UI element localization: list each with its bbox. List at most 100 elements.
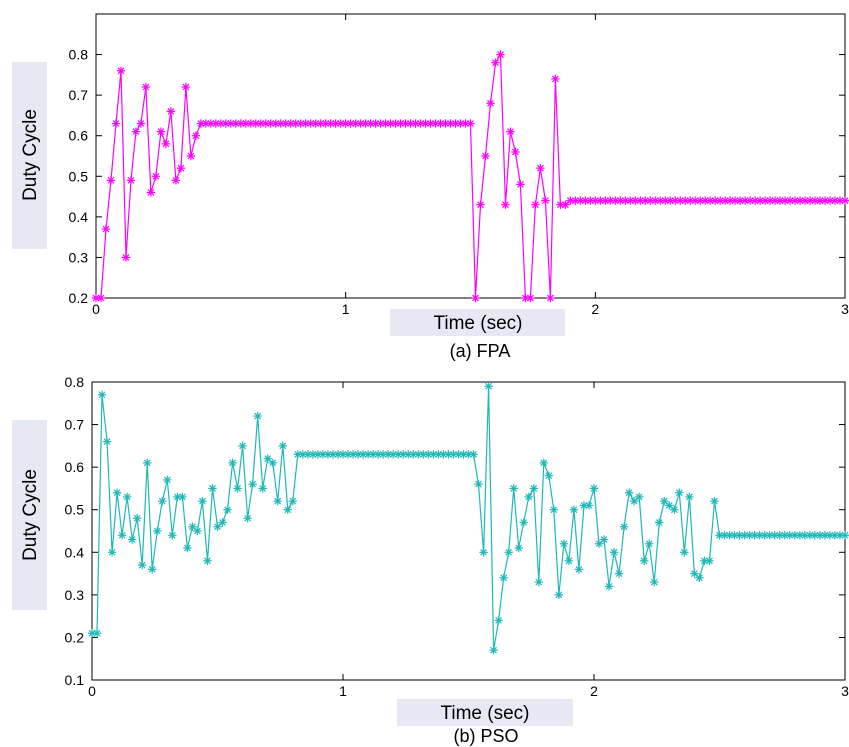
- data-point: [496, 50, 505, 59]
- data-point: [666, 196, 675, 205]
- asterisk-stroke: [590, 485, 598, 492]
- asterisk-stroke: [314, 450, 322, 458]
- x-tick-label: 2: [591, 301, 599, 317]
- asterisk-stroke: [756, 197, 764, 205]
- asterisk-stroke: [771, 197, 779, 205]
- y-axis-label: Duty Cycle: [20, 109, 41, 201]
- data-point: [273, 497, 282, 506]
- asterisk-stroke: [319, 450, 327, 458]
- asterisk-stroke: [766, 197, 774, 205]
- asterisk-stroke: [445, 450, 452, 458]
- data-point: [166, 107, 176, 116]
- asterisk-stroke: [515, 544, 523, 552]
- asterisk-stroke: [404, 450, 412, 458]
- asterisk-stroke: [532, 201, 539, 209]
- asterisk-stroke: [247, 120, 255, 127]
- asterisk-stroke: [349, 450, 357, 458]
- data-point: [122, 492, 132, 502]
- asterisk-stroke: [432, 120, 439, 127]
- asterisk-stroke: [167, 107, 175, 115]
- data-point: [479, 548, 488, 557]
- asterisk-stroke: [605, 582, 613, 590]
- data-point: [132, 514, 142, 523]
- asterisk-stroke: [264, 455, 272, 463]
- asterisk-stroke: [816, 197, 824, 205]
- asterisk-stroke: [279, 442, 287, 450]
- data-point: [634, 492, 644, 502]
- data-point: [541, 196, 550, 205]
- data-point: [318, 450, 328, 459]
- series-markers: [91, 50, 849, 303]
- data-point: [183, 543, 192, 553]
- asterisk-stroke: [457, 120, 464, 127]
- asterisk-stroke: [685, 493, 693, 501]
- y-tick-label: 0.3: [65, 587, 85, 603]
- asterisk-stroke: [791, 531, 799, 539]
- asterisk-stroke: [711, 197, 719, 205]
- data-point: [163, 475, 172, 485]
- data-point: [504, 548, 513, 557]
- data-point: [556, 200, 565, 209]
- asterisk-stroke: [327, 120, 335, 127]
- asterisk-stroke: [419, 450, 427, 458]
- asterisk-stroke: [197, 120, 205, 127]
- data-point: [609, 548, 619, 557]
- data-point: [211, 119, 221, 128]
- plot-area-frame: [95, 13, 846, 299]
- data-point: [671, 196, 680, 205]
- data-point: [258, 484, 267, 493]
- asterisk-stroke: [706, 557, 713, 565]
- asterisk-stroke: [606, 197, 614, 205]
- y-tick-label: 0.2: [69, 290, 89, 306]
- asterisk-stroke: [427, 120, 434, 127]
- asterisk-stroke: [347, 120, 355, 127]
- data-point: [725, 531, 734, 540]
- asterisk-stroke: [138, 561, 146, 569]
- asterisk-stroke: [502, 201, 509, 209]
- asterisk-stroke: [177, 164, 185, 172]
- asterisk-stroke: [397, 120, 404, 127]
- asterisk-stroke: [565, 557, 573, 565]
- asterisk-stroke: [422, 120, 429, 127]
- data-point: [97, 390, 107, 399]
- asterisk-stroke: [254, 412, 262, 420]
- data-point: [579, 501, 589, 510]
- asterisk-stroke: [157, 128, 165, 136]
- asterisk-stroke: [128, 536, 136, 543]
- asterisk-stroke: [711, 497, 718, 505]
- asterisk-stroke: [229, 459, 236, 467]
- asterisk-stroke: [500, 574, 508, 582]
- asterisk-stroke: [726, 197, 734, 205]
- asterisk-stroke: [227, 120, 235, 127]
- data-point: [539, 458, 548, 468]
- asterisk-stroke: [199, 497, 206, 505]
- data-point: [464, 450, 473, 459]
- asterisk-stroke: [284, 506, 292, 514]
- data-point: [646, 196, 655, 205]
- data-point: [599, 535, 609, 544]
- data-point: [303, 450, 313, 459]
- data-point: [328, 450, 338, 459]
- asterisk-stroke: [324, 450, 332, 458]
- asterisk-stroke: [450, 450, 457, 458]
- asterisk-stroke: [620, 523, 628, 531]
- asterisk-stroke: [209, 485, 216, 492]
- data-point: [176, 163, 186, 173]
- asterisk-stroke: [204, 557, 211, 565]
- data-point: [107, 548, 117, 557]
- data-point: [293, 450, 303, 459]
- ylabel-background: [12, 62, 47, 249]
- data-point: [825, 531, 835, 540]
- asterisk-stroke: [219, 519, 226, 526]
- asterisk-stroke: [382, 120, 390, 127]
- asterisk-stroke: [556, 201, 564, 209]
- asterisk-stroke: [641, 197, 649, 205]
- asterisk-stroke: [566, 197, 574, 205]
- data-point: [680, 548, 689, 557]
- asterisk-stroke: [329, 450, 337, 458]
- data-point: [516, 180, 525, 189]
- data-point: [178, 492, 187, 502]
- asterisk-stroke: [252, 120, 260, 127]
- asterisk-stroke: [616, 197, 624, 205]
- asterisk-stroke: [467, 120, 474, 127]
